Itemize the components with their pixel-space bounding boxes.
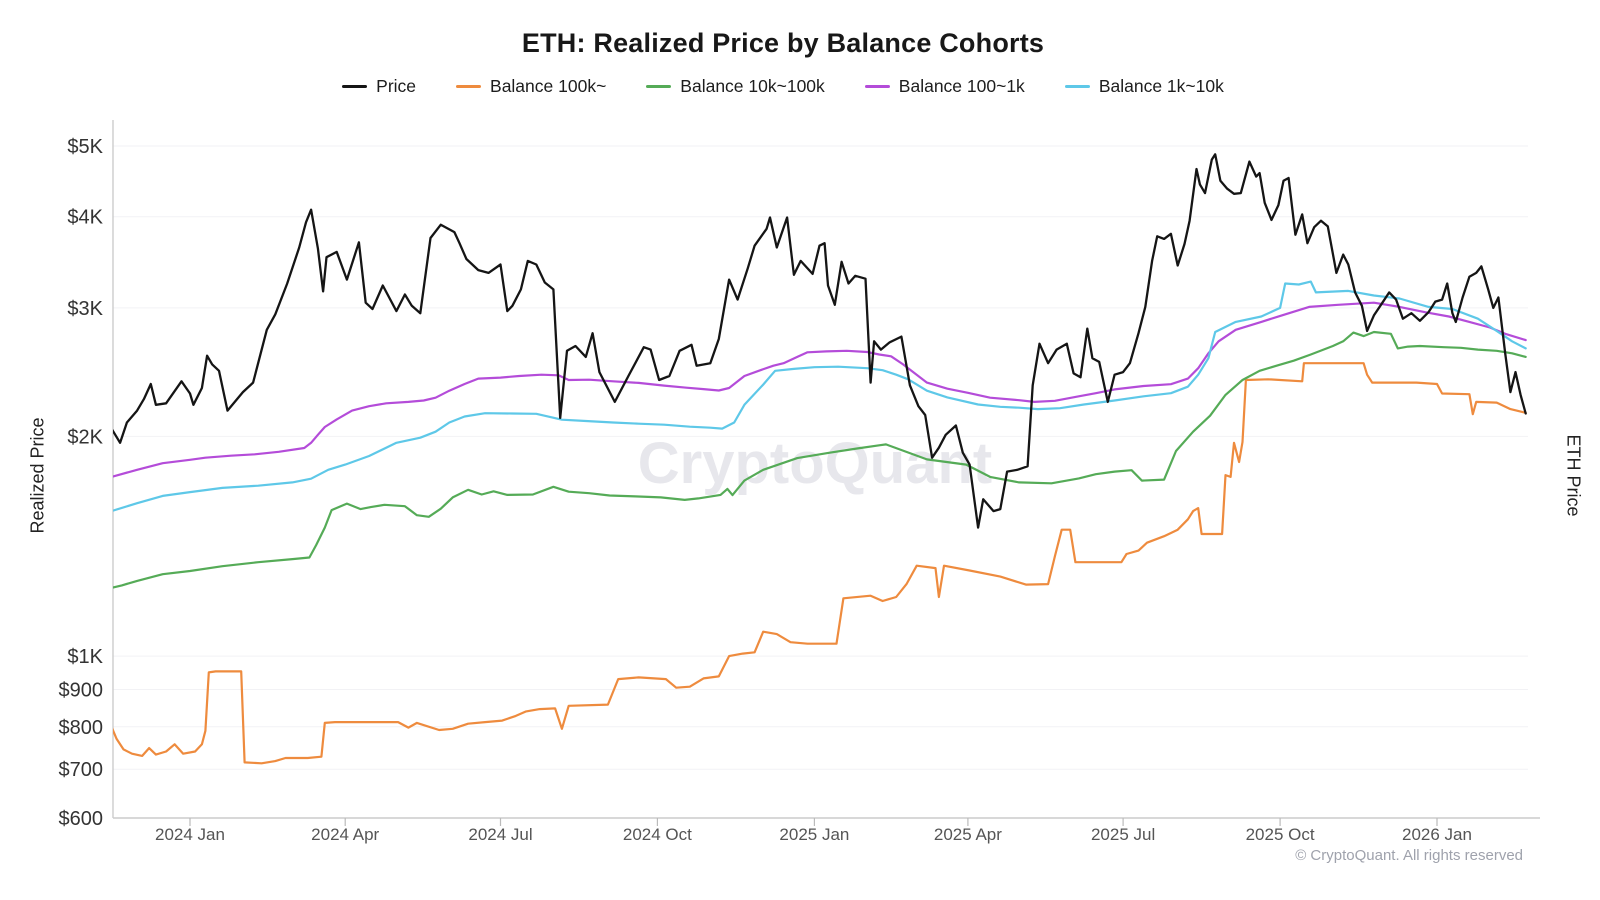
legend-swatch-icon	[864, 84, 890, 89]
x-tick-label: 2025 Apr	[934, 825, 1002, 844]
y-tick-label: $900	[59, 680, 104, 702]
series-line-price	[113, 153, 1527, 529]
y-tick-label: $3K	[67, 298, 103, 320]
legend-swatch-icon	[1064, 84, 1090, 89]
y-axis-label-right: ETH Price	[1563, 434, 1584, 517]
legend-label: Balance 1k~10k	[1098, 76, 1224, 96]
y-axis-label-left: Realized Price	[27, 417, 48, 534]
x-tick-label: 2025 Jan	[779, 825, 849, 844]
x-tick-label: 2025 Jul	[1091, 825, 1155, 844]
series-group	[113, 153, 1527, 765]
legend-item-price[interactable]: Price	[342, 76, 416, 97]
legend-item-balance-100-1k[interactable]: Balance 100~1k	[864, 76, 1025, 97]
y-tick-label: $2K	[67, 426, 103, 448]
y-tick-label: $800	[59, 717, 104, 739]
legend: Price Balance 100k~ Balance 10k~100k Balanc…	[0, 76, 1566, 97]
legend-label: Balance 10k~100k	[680, 76, 825, 96]
y-tick-label: $4K	[67, 207, 103, 229]
legend-label: Balance 100~1k	[898, 76, 1025, 96]
legend-item-balance-100k-[interactable]: Balance 100k~	[456, 76, 606, 97]
copyright-footer: © CryptoQuant. All rights reserved	[1295, 847, 1523, 864]
x-tick-label: 2024 Jul	[468, 825, 532, 844]
legend-swatch-icon	[646, 84, 672, 89]
chart-title: ETH: Realized Price by Balance Cohorts	[521, 28, 1045, 58]
series-line-balance-1k-10k	[113, 280, 1527, 512]
y-tick-label: $5K	[67, 136, 103, 158]
legend-item-balance-10k-100k[interactable]: Balance 10k~100k	[646, 76, 825, 97]
x-tick-label: 2024 Jan	[155, 825, 225, 844]
legend-swatch-icon	[456, 84, 482, 89]
x-tick-label: 2024 Apr	[311, 825, 379, 844]
legend-item-balance-1k-10k[interactable]: Balance 1k~10k	[1064, 76, 1224, 97]
series-line-balance-100k-	[113, 362, 1527, 765]
y-tick-label: $700	[59, 759, 104, 781]
y-tick-label: $600	[59, 808, 104, 830]
x-tick-label: 2024 Oct	[623, 825, 692, 844]
series-line-balance-10k-100k	[113, 330, 1527, 589]
x-tick-label: 2025 Oct	[1246, 825, 1315, 844]
series-line-balance-100-1k	[113, 301, 1527, 478]
x-tick-label: 2026 Jan	[1402, 825, 1472, 844]
y-tick-label: $1K	[67, 646, 103, 668]
legend-label: Price	[376, 76, 417, 96]
legend-swatch-icon	[342, 84, 368, 89]
cryptoquant-watermark: CryptoQuant	[637, 431, 993, 496]
legend-label: Balance 100k~	[490, 76, 607, 96]
